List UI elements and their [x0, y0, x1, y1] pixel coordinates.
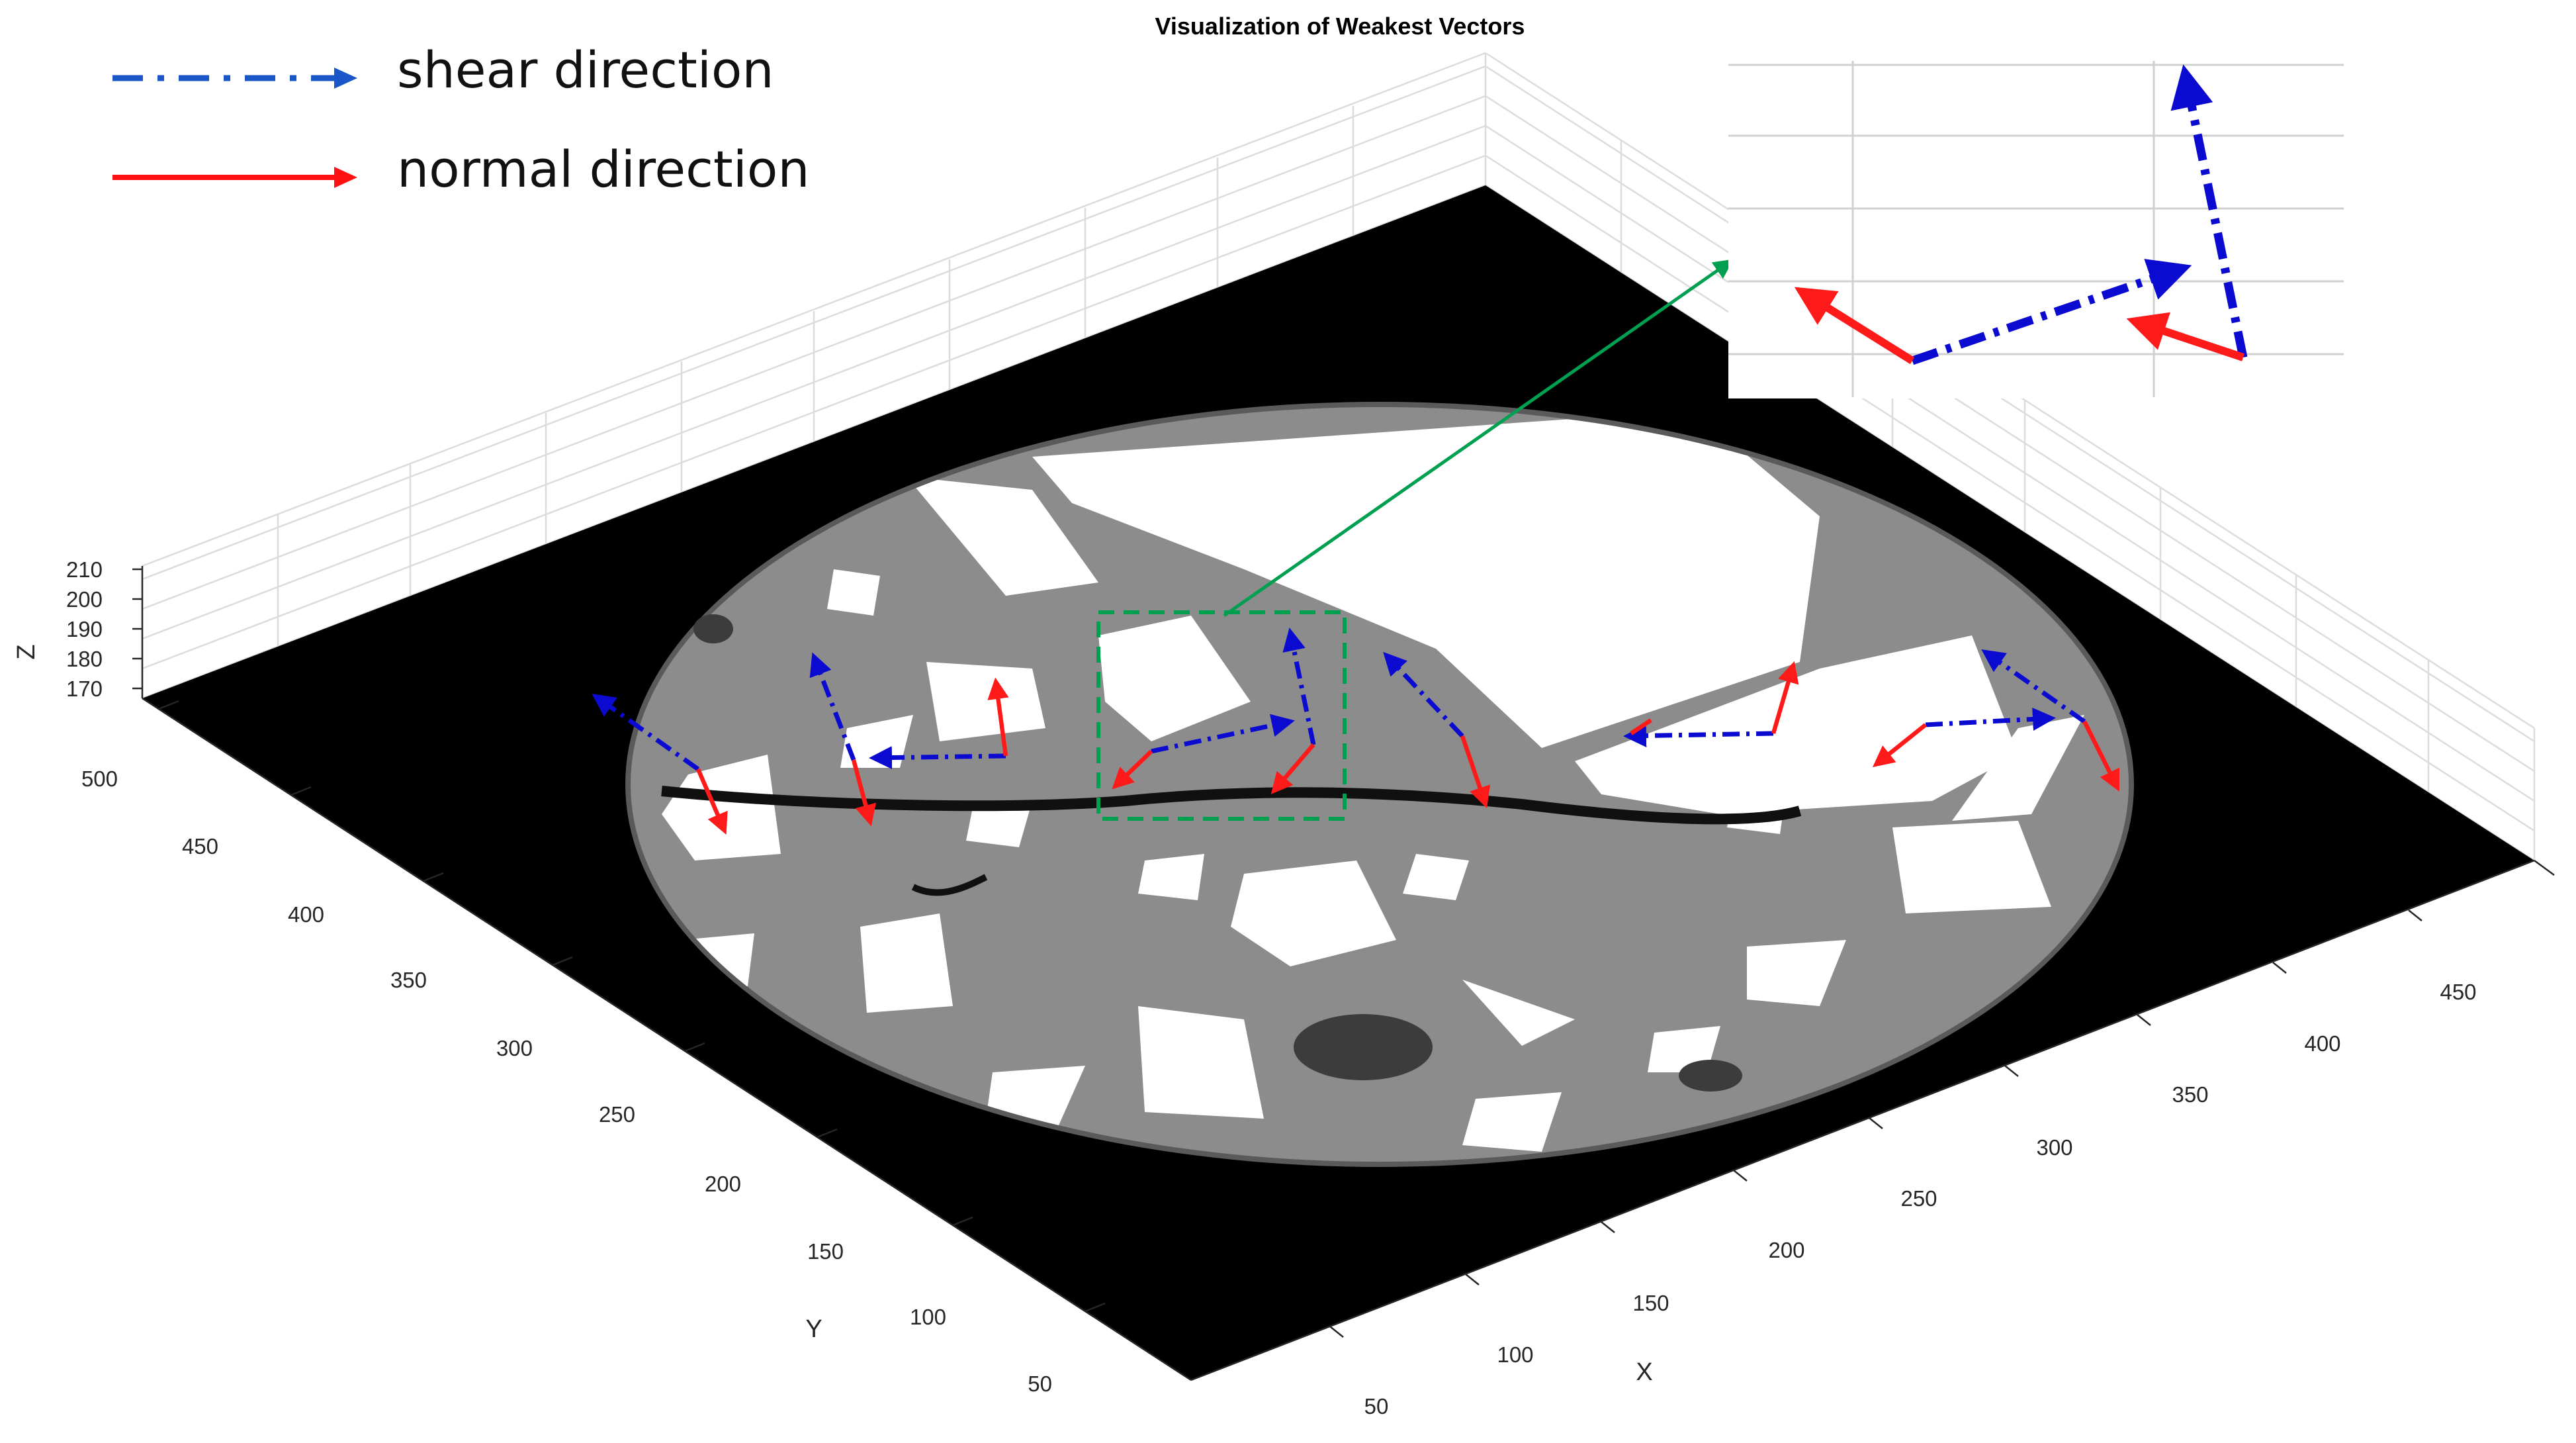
y-tick-label: 100 [910, 1305, 946, 1329]
y-tick-label: 150 [807, 1239, 844, 1264]
normal-vector [851, 759, 877, 827]
shear-vector [592, 693, 700, 771]
x-tick-label: 100 [1497, 1342, 1533, 1367]
z-tick-label: 180 [66, 647, 103, 671]
normal-vector [1112, 749, 1153, 790]
y-tick-label: 500 [81, 767, 118, 791]
x-axis: 50 100 150 200 250 300 350 400 450 X [1329, 859, 2555, 1419]
shear-vector [869, 746, 1006, 770]
shear-vector [1151, 714, 1295, 754]
y-tick-label: 300 [496, 1036, 533, 1060]
z-tick-label: 170 [66, 676, 103, 701]
y-tick-label: 450 [182, 834, 218, 859]
x-tick-label: 150 [1632, 1291, 1669, 1315]
x-tick-label: 300 [2036, 1135, 2072, 1160]
y-tick-label: 200 [705, 1172, 741, 1196]
shear-vector [1383, 651, 1464, 738]
specimen-disc [625, 402, 2134, 1167]
shear-vector [1981, 649, 2086, 723]
x-tick-label: 50 [1364, 1394, 1389, 1419]
normal-vector [696, 768, 728, 835]
shear-vector [1925, 707, 2056, 731]
y-tick-label: 50 [1028, 1372, 1052, 1396]
zoom-inset [1728, 61, 2344, 398]
x-tick-label: 250 [1900, 1186, 1937, 1211]
x-tick-label: 450 [2440, 980, 2476, 1004]
x-tick-label: 400 [2304, 1031, 2340, 1056]
shear-vector [1623, 723, 1774, 747]
y-tick-label: 350 [390, 968, 427, 992]
y-axis-label: Y [805, 1315, 822, 1343]
normal-vector [1270, 743, 1315, 794]
z-tick-label: 200 [66, 587, 103, 612]
callout-arrow [1223, 259, 1734, 618]
normal-vector [2082, 720, 2119, 792]
z-tick-label: 210 [66, 557, 103, 582]
normal-vector [1872, 723, 1928, 768]
y-axis: 50 100 150 200 250 300 350 400 450 500 Y [81, 700, 1106, 1396]
shear-vector [809, 652, 856, 761]
chart-title: Visualization of Weakest Vectors [1155, 13, 1525, 40]
normal-vector [1771, 661, 1799, 734]
legend-normal-arrowhead [334, 167, 357, 188]
normal-vector [987, 677, 1009, 757]
legend-shear-label: shear direction [397, 40, 774, 99]
axes [141, 566, 2535, 1381]
legend-normal-label: normal direction [397, 140, 810, 199]
z-axis-label: Z [13, 644, 40, 659]
normal-vectors [696, 661, 2119, 835]
y-tick-label: 250 [599, 1102, 635, 1127]
z-tick-label: 190 [66, 617, 103, 641]
normal-vector [1630, 718, 1652, 735]
z-axis: 170 180 190 200 210 Z [13, 557, 142, 701]
normal-vector [1460, 735, 1491, 809]
legend-shear-arrowhead [334, 68, 357, 89]
x-tick-label: 200 [1768, 1238, 1804, 1262]
legend: shear direction normal direction [112, 40, 810, 199]
x-tick-label: 350 [2172, 1082, 2208, 1107]
shear-vectors [592, 628, 2086, 771]
y-tick-label: 400 [288, 902, 324, 927]
x-axis-label: X [1636, 1358, 1652, 1386]
